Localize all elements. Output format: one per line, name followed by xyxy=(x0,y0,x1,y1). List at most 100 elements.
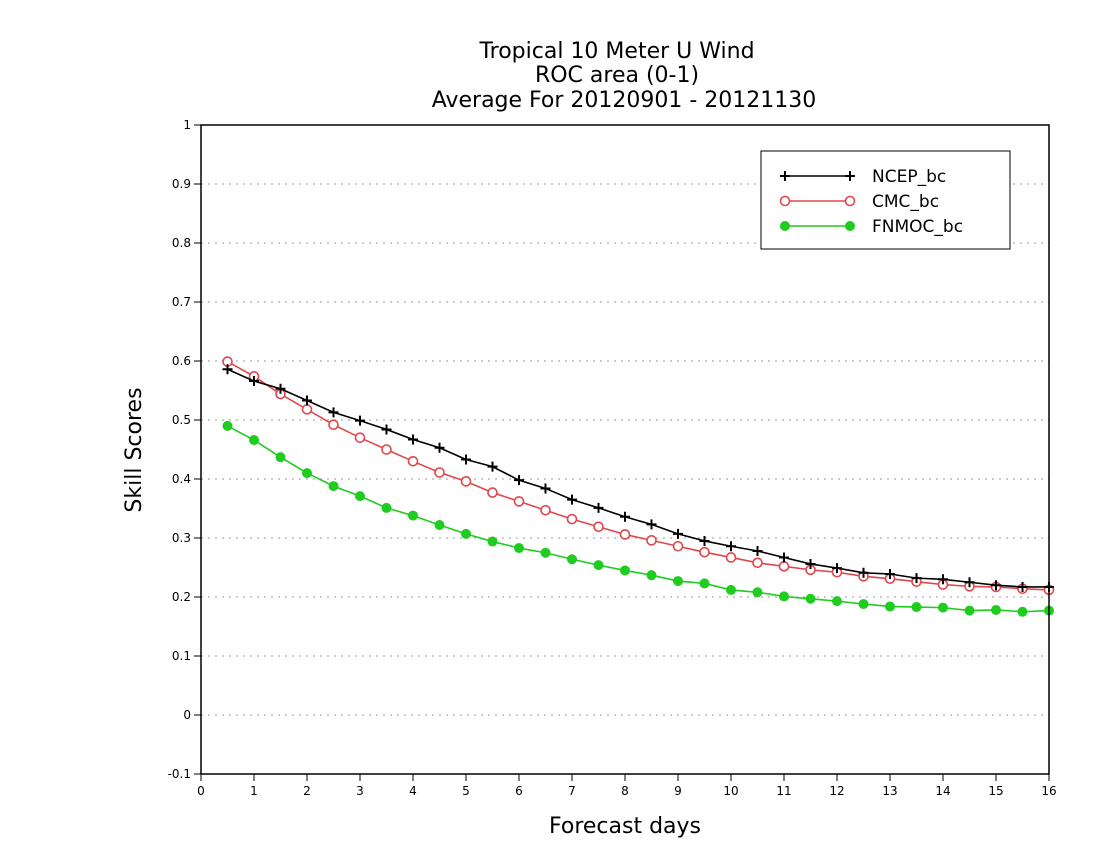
title-line-1: Tropical 10 Meter U Wind xyxy=(478,39,754,64)
data-point xyxy=(487,487,498,498)
data-point xyxy=(461,454,471,465)
data-point xyxy=(434,442,445,453)
y-tick-label: 0.4 xyxy=(172,472,191,486)
data-point xyxy=(275,383,286,394)
x-tick-label: 16 xyxy=(1041,784,1056,798)
x-tick-label: 15 xyxy=(988,784,1003,798)
data-point xyxy=(911,602,922,613)
legend-marker xyxy=(779,195,791,207)
data-point xyxy=(514,475,524,486)
data-point xyxy=(673,576,683,587)
y-axis-label: Skill Scores xyxy=(122,387,147,512)
data-point xyxy=(805,593,816,604)
data-point xyxy=(858,567,869,578)
data-point xyxy=(222,364,233,375)
title-line-3: Average For 20120901 - 20121130 xyxy=(432,88,817,113)
series-CMC_bc xyxy=(222,356,1055,596)
legend-label: CMC_bc xyxy=(872,192,939,212)
data-point xyxy=(726,584,736,595)
x-tick-label: 2 xyxy=(303,784,311,798)
data-point xyxy=(991,580,1001,591)
legend-label: FNMOC_bc xyxy=(872,217,963,237)
data-point xyxy=(699,578,710,589)
data-point xyxy=(540,504,551,516)
legend-marker xyxy=(780,221,790,231)
data-point xyxy=(328,481,339,492)
data-point xyxy=(460,476,472,487)
data-point xyxy=(355,491,365,502)
data-point xyxy=(911,573,922,584)
data-point xyxy=(593,502,604,513)
x-tick-label: 14 xyxy=(935,784,950,798)
data-point xyxy=(355,415,365,426)
data-point xyxy=(249,435,259,446)
y-tick-label: 0.1 xyxy=(172,649,191,663)
data-point xyxy=(646,519,657,530)
data-point xyxy=(407,455,419,467)
data-point xyxy=(991,604,1001,615)
data-point xyxy=(620,565,630,576)
series-FNMOC_bc xyxy=(222,420,1054,617)
data-point xyxy=(461,528,471,539)
data-point xyxy=(673,528,683,539)
y-tick-label: 0 xyxy=(183,708,191,722)
data-point xyxy=(964,605,975,616)
data-point xyxy=(725,552,737,563)
x-axis-ticks: 0 1 2 3 4 5 6 7 8 9 10 11 12 13 14 15 16 xyxy=(197,774,1057,798)
data-point xyxy=(408,434,418,445)
legend: NCEP_bc CMC_bc FNMOC_bc xyxy=(760,150,1011,250)
data-point xyxy=(302,395,312,406)
x-tick-label: 3 xyxy=(356,784,364,798)
series-NCEP_bc xyxy=(222,364,1054,592)
data-point xyxy=(805,558,816,569)
x-tick-label: 13 xyxy=(882,784,897,798)
x-tick-label: 5 xyxy=(462,784,470,798)
data-point xyxy=(540,483,551,494)
legend-marker xyxy=(845,221,855,231)
series-line xyxy=(227,368,1049,588)
data-point xyxy=(302,468,312,479)
legend-entry-NCEP_bc: NCEP_bc xyxy=(780,167,946,187)
chart-title: Tropical 10 Meter U Wind ROC area (0-1) … xyxy=(432,39,817,113)
data-point xyxy=(381,444,392,455)
legend-entry-FNMOC_bc: FNMOC_bc xyxy=(780,217,963,237)
data-point xyxy=(779,552,789,563)
data-point xyxy=(514,543,524,554)
data-point xyxy=(249,376,259,387)
data-point xyxy=(434,520,445,531)
y-tick-label: 0.8 xyxy=(172,236,191,250)
data-point xyxy=(381,502,392,513)
data-point xyxy=(593,560,604,571)
x-axis-label: Forecast days xyxy=(549,814,701,839)
y-tick-label: 0.3 xyxy=(172,531,191,545)
data-point xyxy=(593,521,604,533)
data-point xyxy=(938,602,948,613)
x-tick-label: 4 xyxy=(409,784,417,798)
data-point xyxy=(964,577,975,588)
y-tick-label: 0.2 xyxy=(172,590,191,604)
data-point xyxy=(672,540,684,552)
data-point xyxy=(408,510,418,521)
data-point xyxy=(487,461,498,472)
title-line-2: ROC area (0-1) xyxy=(535,63,699,88)
series-line xyxy=(227,425,1050,613)
data-point xyxy=(752,545,763,556)
x-tick-label: 8 xyxy=(621,784,629,798)
data-point xyxy=(778,561,790,572)
x-tick-label: 9 xyxy=(674,784,682,798)
data-point xyxy=(275,452,286,463)
plot-frame xyxy=(200,124,1050,775)
y-tick-label: 0.5 xyxy=(172,413,191,427)
data-point xyxy=(885,601,895,612)
series-layer xyxy=(222,356,1055,617)
data-point xyxy=(832,563,842,574)
y-tick-label: 0.6 xyxy=(172,354,191,368)
data-point xyxy=(487,536,498,547)
x-tick-label: 7 xyxy=(568,784,576,798)
data-point xyxy=(567,554,577,565)
data-point xyxy=(222,420,233,431)
data-point xyxy=(646,535,657,546)
data-point xyxy=(301,404,313,415)
data-point xyxy=(513,496,525,507)
data-point xyxy=(938,574,948,585)
